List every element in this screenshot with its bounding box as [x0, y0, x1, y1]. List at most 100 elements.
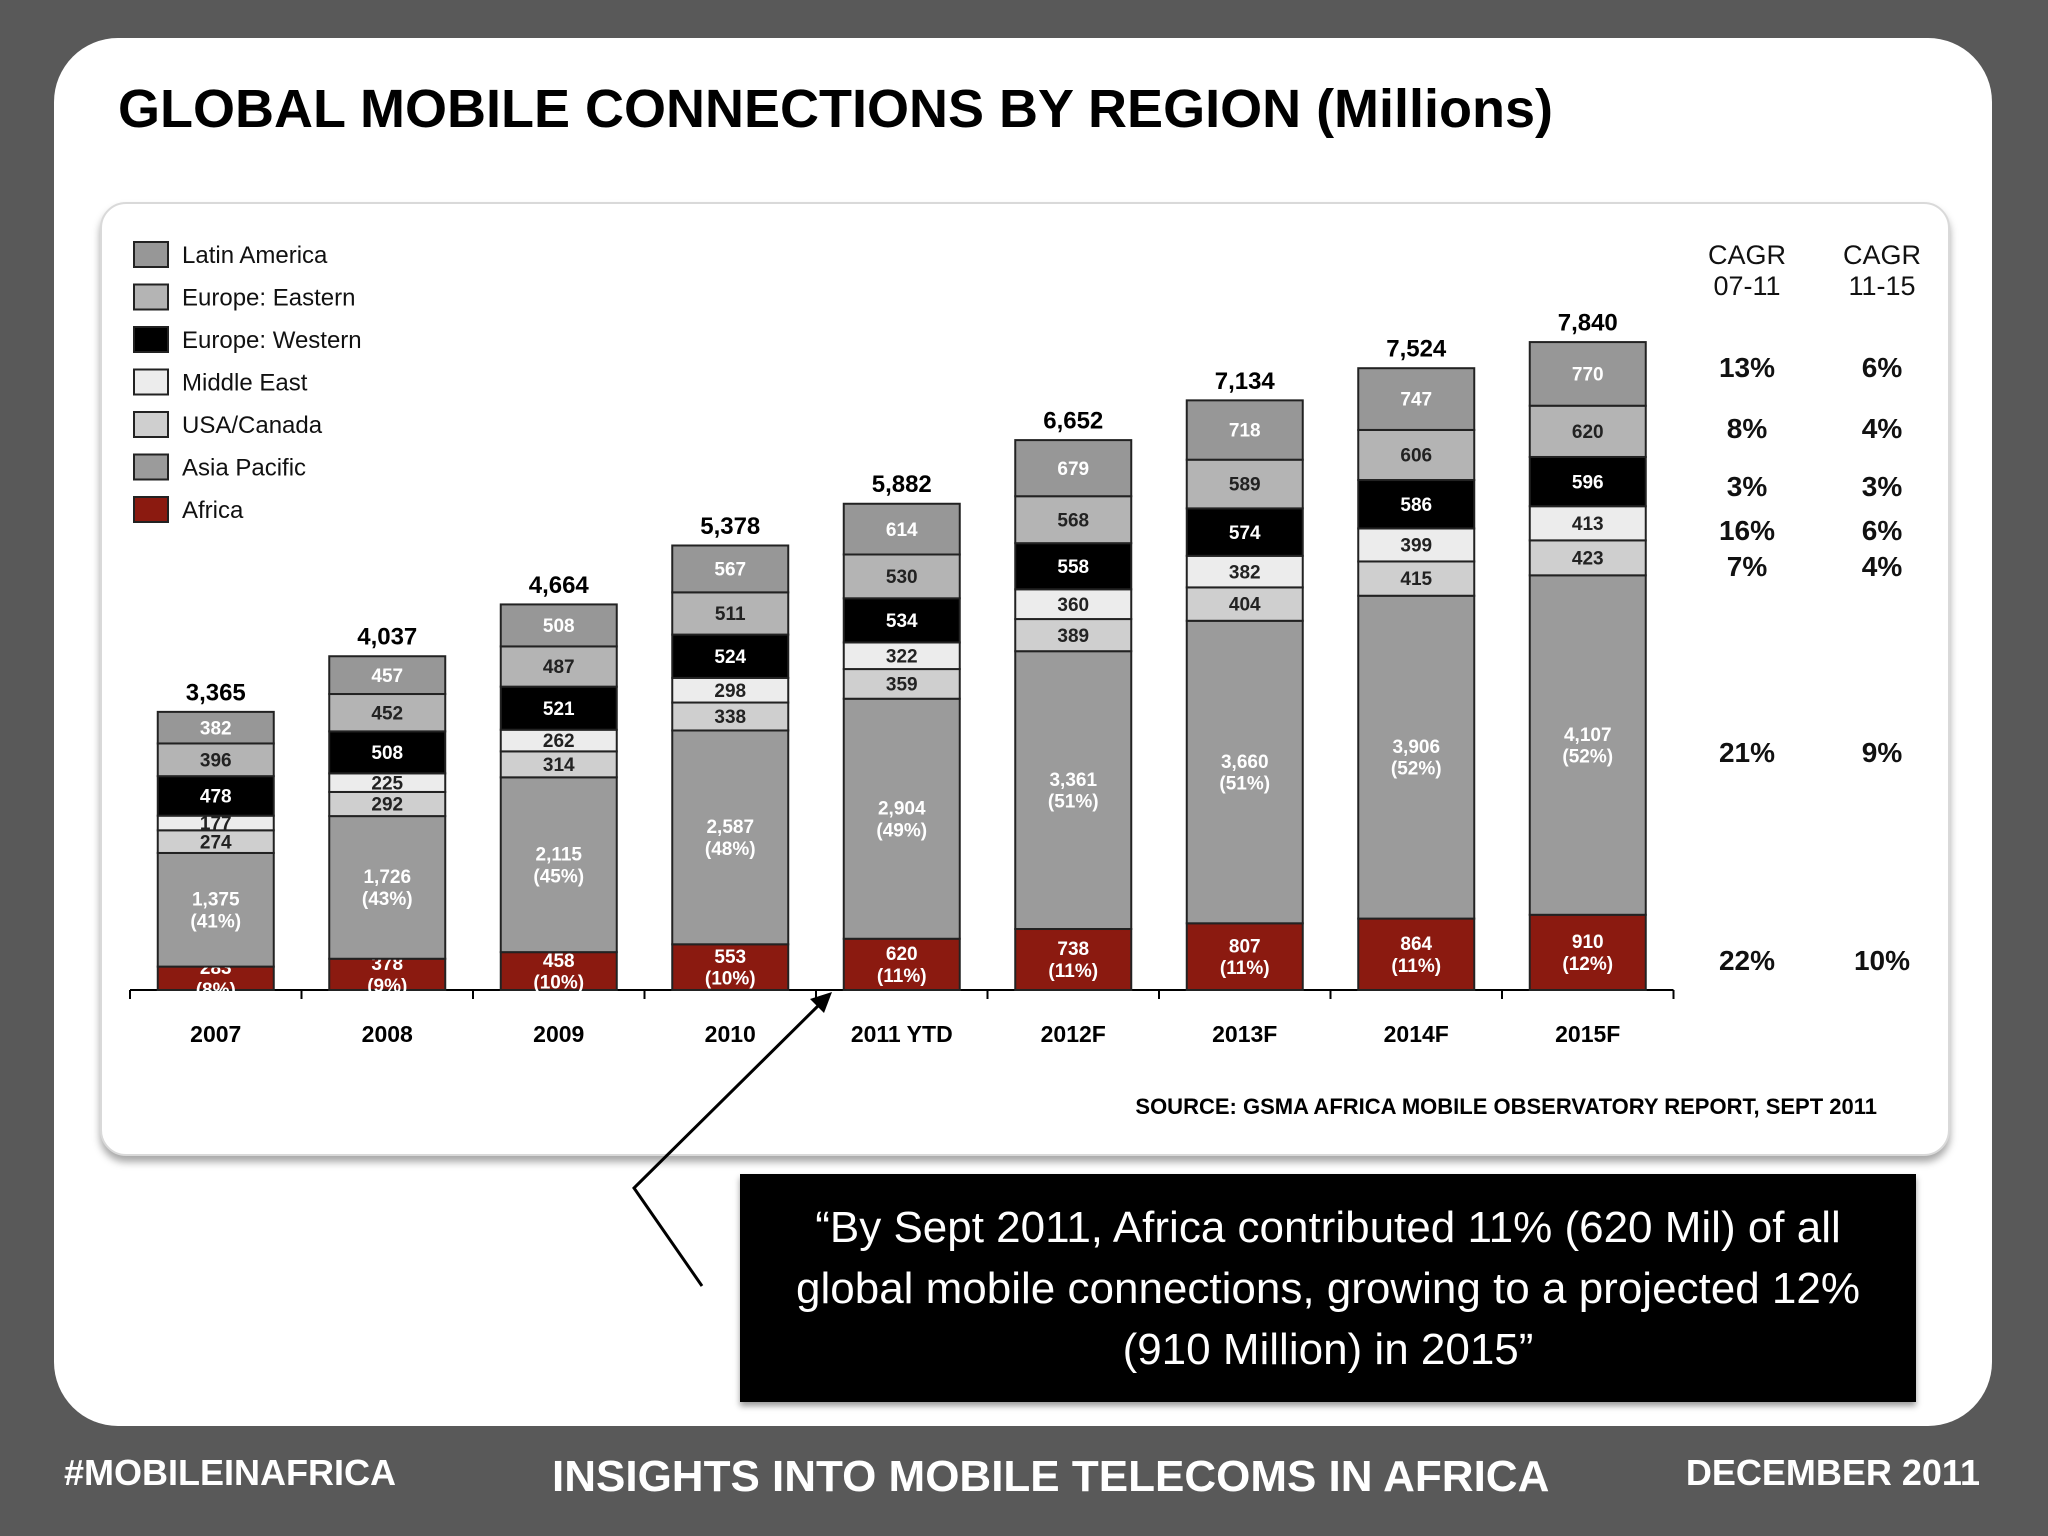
data-label: 807 (11%) — [1220, 936, 1270, 979]
total-label: 7,134 — [1215, 368, 1276, 395]
data-label: 359 — [886, 675, 918, 696]
bar-segment-latin-america — [1528, 341, 1647, 407]
bar-segment-europe-eastern — [1014, 495, 1133, 545]
legend-label: Latin America — [182, 242, 328, 269]
bar-segment-latin-america — [671, 544, 790, 594]
bar-segment-africa — [328, 957, 447, 991]
x-tick-label: 2014F — [1384, 1021, 1449, 1047]
cagr-11-15-value: 3% — [1862, 471, 1903, 502]
data-label: 487 — [543, 657, 575, 678]
data-label: 553 (10%) — [705, 947, 756, 990]
bar-segment-europe-eastern — [328, 693, 447, 733]
legend-label: USA/Canada — [182, 412, 323, 439]
data-label: 360 — [1057, 595, 1089, 616]
bar-segment-asia-pacific — [1014, 650, 1133, 931]
cagr-07-11-value: 7% — [1727, 551, 1768, 582]
total-label: 5,378 — [700, 513, 760, 540]
bar-segment-usa-canada — [499, 750, 618, 779]
bar-segment-europe-western — [1185, 507, 1304, 557]
data-label: 2,115 (45%) — [533, 844, 584, 887]
data-label: 4,107 (52%) — [1562, 725, 1613, 768]
quote-text: “By Sept 2011, Africa contributed 11% (6… — [796, 1202, 1860, 1374]
bar-segment-usa-canada — [1185, 586, 1304, 622]
footer-hashtag: #MOBILEINAFRICA — [64, 1452, 396, 1493]
data-label: 589 — [1229, 475, 1261, 496]
data-label: 396 — [200, 750, 232, 771]
bar-segment-latin-america — [499, 603, 618, 648]
legend-swatch — [133, 411, 169, 438]
legend-swatch — [133, 241, 169, 268]
data-label: 314 — [543, 755, 575, 776]
bar-segment-europe-eastern — [1528, 404, 1647, 458]
data-label: 382 — [200, 718, 232, 739]
data-label: 620 (11%) — [877, 944, 927, 987]
data-label: 3,660 (51%) — [1219, 752, 1270, 795]
cagr-07-11-value: 3% — [1727, 471, 1768, 502]
cagr-07-11-value: 21% — [1719, 737, 1775, 768]
bar-segment-asia-pacific — [842, 697, 961, 940]
data-label: 458 (10%) — [533, 951, 584, 994]
x-tick-label: 2015F — [1555, 1021, 1620, 1047]
data-label: 574 — [1229, 523, 1261, 544]
data-label: 3,361 (51%) — [1048, 770, 1099, 813]
data-label: 864 (11%) — [1391, 934, 1441, 977]
data-label: 718 — [1229, 421, 1261, 442]
bar-segment-asia-pacific — [671, 729, 790, 946]
legend-swatch — [133, 283, 169, 311]
total-label: 3,365 — [186, 679, 246, 706]
legend-swatch — [133, 453, 169, 481]
legend-label: Middle East — [182, 370, 308, 397]
bar-segment-latin-america — [842, 502, 961, 556]
bar-segment-asia-pacific — [1528, 574, 1647, 916]
data-label: 508 — [371, 743, 403, 764]
data-label: 614 — [886, 520, 918, 541]
bar-segment-africa — [1357, 917, 1476, 992]
legend-swatch — [133, 368, 169, 396]
bar-segment-asia-pacific — [328, 815, 447, 960]
cagr-11-15-value: 9% — [1862, 737, 1903, 768]
cagr-11-15-value: 4% — [1862, 551, 1903, 582]
data-label: 262 — [543, 731, 575, 752]
bar-segment-europe-western — [499, 685, 618, 731]
x-tick-label: 2009 — [533, 1021, 584, 1047]
bar-segment-usa-canada — [1528, 539, 1647, 577]
data-label: 596 — [1572, 472, 1604, 493]
data-label: 910 (12%) — [1562, 932, 1613, 975]
data-label: 338 — [714, 707, 746, 728]
data-label: 382 — [1229, 562, 1261, 583]
data-label: 530 — [886, 567, 918, 588]
data-label: 225 — [371, 773, 403, 794]
data-label: 586 — [1400, 495, 1432, 516]
data-label: 298 — [714, 681, 746, 702]
legend-label: Africa — [182, 497, 244, 524]
data-label: 567 — [714, 560, 746, 581]
bar-segment-asia-pacific — [156, 851, 275, 968]
bar-segment-latin-america — [1185, 399, 1304, 461]
data-label: 389 — [1057, 626, 1089, 647]
total-label: 4,037 — [357, 624, 417, 651]
total-label: 7,840 — [1558, 309, 1618, 336]
source-note: SOURCE: GSMA AFRICA MOBILE OBSERVATORY R… — [1135, 1094, 1877, 1119]
data-label: 558 — [1057, 557, 1089, 578]
data-label: 679 — [1057, 459, 1089, 480]
bar-segment-usa-canada — [1014, 618, 1133, 653]
bar-segment-europe-eastern — [842, 553, 961, 600]
data-label: 2,904 (49%) — [876, 798, 927, 841]
data-label: 292 — [371, 795, 403, 816]
bar-segment-middle-east — [1528, 505, 1647, 542]
data-label: 378 (9%) — [367, 954, 407, 997]
cagr-11-15-value: 6% — [1862, 515, 1903, 546]
bar-segment-latin-america — [156, 710, 275, 745]
legend-label: Asia Pacific — [182, 455, 306, 482]
data-label: 534 — [886, 611, 918, 632]
chart-panel: 283 (8%) 1,375 (41%) 274 177 478 396 382 3,365 200… — [100, 202, 1950, 1156]
data-label: 322 — [886, 646, 918, 667]
legend-label: Europe: Eastern — [182, 285, 355, 312]
bar-segment-middle-east — [1185, 554, 1304, 589]
total-label: 6,652 — [1043, 408, 1103, 435]
legend-swatch — [133, 326, 169, 353]
total-label: 4,664 — [529, 572, 590, 599]
bar-segment-africa — [1528, 913, 1647, 991]
bar-segment-europe-western — [156, 775, 275, 817]
bar-segment-europe-eastern — [1185, 458, 1304, 510]
